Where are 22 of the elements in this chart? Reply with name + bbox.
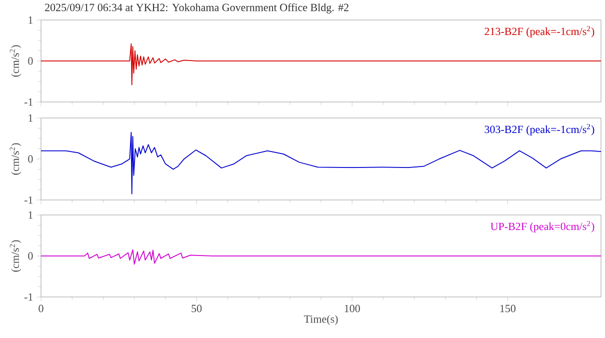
y-axis-title: (cm/s$^{2}$) — [10, 143, 22, 175]
y-tick-label: 1 — [28, 211, 33, 219]
x-tick-label: 50 — [192, 304, 202, 312]
y-axis-title: (cm/s$^{2}$) — [10, 45, 22, 77]
series-label: 303-B2F (peak=-1cm/s$^{2}$) — [484, 124, 594, 136]
y-tick-label: 0 — [28, 57, 33, 65]
y-tick-label: -1 — [24, 98, 33, 106]
chart-title: 2025/09/17 06:34 at YKH2: Yokohama Government Office Bldg. #2 — [45, 3, 348, 14]
x-tick-label: 150 — [500, 304, 516, 312]
line-series — [41, 249, 601, 265]
y-axis-title: (cm/s$^{2}$) — [10, 240, 22, 272]
y-tick-label: -1 — [24, 196, 33, 204]
text: 213-B2F (peak=-1cm/s$^{2}$) — [484, 26, 594, 38]
y-tick-label: 1 — [28, 114, 33, 122]
x-tick-label: 0 — [38, 304, 44, 312]
y-tick-label: 0 — [28, 252, 33, 260]
x-axis-title: Time(s) — [304, 315, 338, 326]
y-tick-label: 1 — [28, 16, 33, 24]
y-tick-label: -1 — [24, 293, 33, 301]
x-tick-label: 100 — [344, 304, 360, 312]
text: UP-B2F (peak=0cm/s$^{2}$) — [490, 220, 594, 232]
y-tick-label: 0 — [28, 155, 33, 163]
